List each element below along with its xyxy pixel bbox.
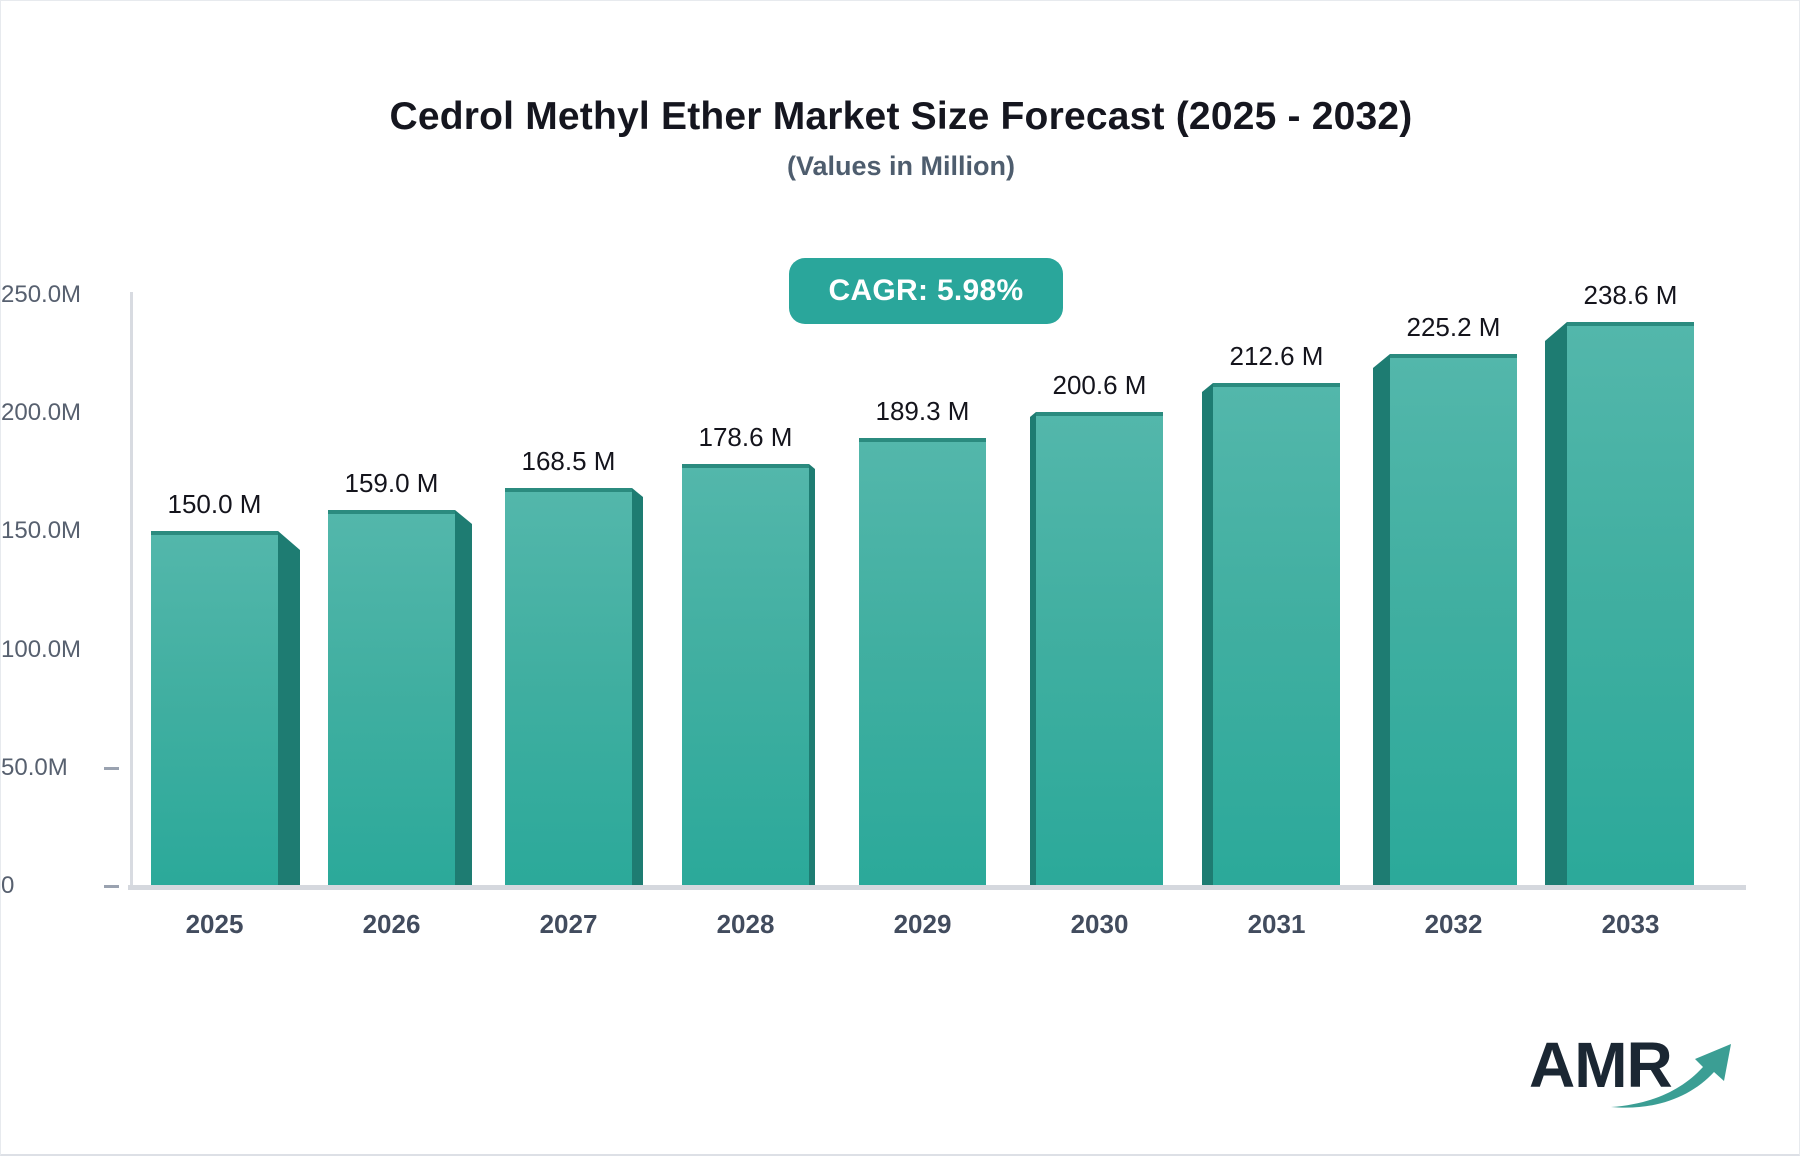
bar-face xyxy=(505,488,632,886)
chart-subtitle: (Values in Million) xyxy=(786,151,1016,181)
y-axis-label: 150.0M xyxy=(1,517,82,544)
bar-2025: 150.0 M xyxy=(151,489,300,886)
y-axis-line xyxy=(130,292,133,888)
bar-side xyxy=(632,488,643,886)
bar-face xyxy=(682,464,809,886)
x-axis-baseline xyxy=(128,885,1746,890)
y-axis-tick xyxy=(104,885,119,888)
bar-value-label: 168.5 M xyxy=(521,446,616,476)
bar-face xyxy=(151,531,278,886)
x-axis-label: 2030 xyxy=(1070,909,1129,939)
bar-2028: 178.6 M xyxy=(682,422,815,886)
x-axis-label: 2032 xyxy=(1424,909,1483,939)
bar-side xyxy=(1373,354,1390,886)
bar-2032: 225.2 M xyxy=(1373,312,1517,886)
bar-value-label: 178.6 M xyxy=(698,422,793,452)
y-axis-label: 200.0M xyxy=(1,399,82,426)
bar-side xyxy=(1545,322,1567,886)
bar-value-label: 225.2 M xyxy=(1406,312,1501,342)
bar-side xyxy=(1030,412,1036,886)
bar-face xyxy=(1213,383,1340,886)
y-axis-label: 250.0M xyxy=(1,281,82,308)
amr-logo: AMR xyxy=(1529,1029,1731,1113)
x-axis-label: 2026 xyxy=(362,909,421,939)
bar-face xyxy=(1567,322,1694,886)
bar-side xyxy=(278,531,300,886)
bar-value-label: 159.0 M xyxy=(344,468,439,498)
y-axis-tick xyxy=(104,767,119,770)
bar-value-label: 212.6 M xyxy=(1229,341,1324,371)
bar-value-label: 150.0 M xyxy=(167,489,262,519)
x-axis-label: 2033 xyxy=(1601,909,1660,939)
bar-side xyxy=(809,464,815,886)
bar-face xyxy=(1036,412,1163,886)
bar-face xyxy=(1390,354,1517,886)
growth-arrow-icon xyxy=(1611,1044,1731,1108)
amr-logo-text: AMR xyxy=(1529,1029,1673,1101)
bar-2033: 238.6 M xyxy=(1545,280,1694,886)
bar-face xyxy=(859,438,986,886)
bar-2030: 200.6 M xyxy=(1030,370,1163,886)
bar-side xyxy=(455,510,472,886)
bar-2031: 212.6 M xyxy=(1202,341,1340,886)
x-axis-label: 2025 xyxy=(185,909,244,939)
cagr-badge: CAGR: 5.98% xyxy=(789,258,1063,324)
y-axis-label: 50.0M xyxy=(1,754,68,781)
bar-value-label: 200.6 M xyxy=(1052,370,1147,400)
bar-2027: 168.5 M xyxy=(505,446,643,886)
bar-value-label: 189.3 M xyxy=(875,396,970,426)
chart-title: Cedrol Methyl Ether Market Size Forecast… xyxy=(389,95,1413,138)
y-axis-label: 100.0M xyxy=(1,636,82,663)
bar-face xyxy=(328,510,455,886)
bar-side xyxy=(1202,383,1213,886)
x-axis-label: 2028 xyxy=(716,909,775,939)
bar-2029: 189.3 M xyxy=(859,396,986,886)
x-axis-label: 2029 xyxy=(893,909,952,939)
bar-2026: 159.0 M xyxy=(328,468,472,886)
x-axis-label: 2027 xyxy=(539,909,598,939)
y-axis-label: 0 xyxy=(1,872,15,899)
x-axis-label: 2031 xyxy=(1247,909,1306,939)
bar-value-label: 238.6 M xyxy=(1583,280,1678,310)
